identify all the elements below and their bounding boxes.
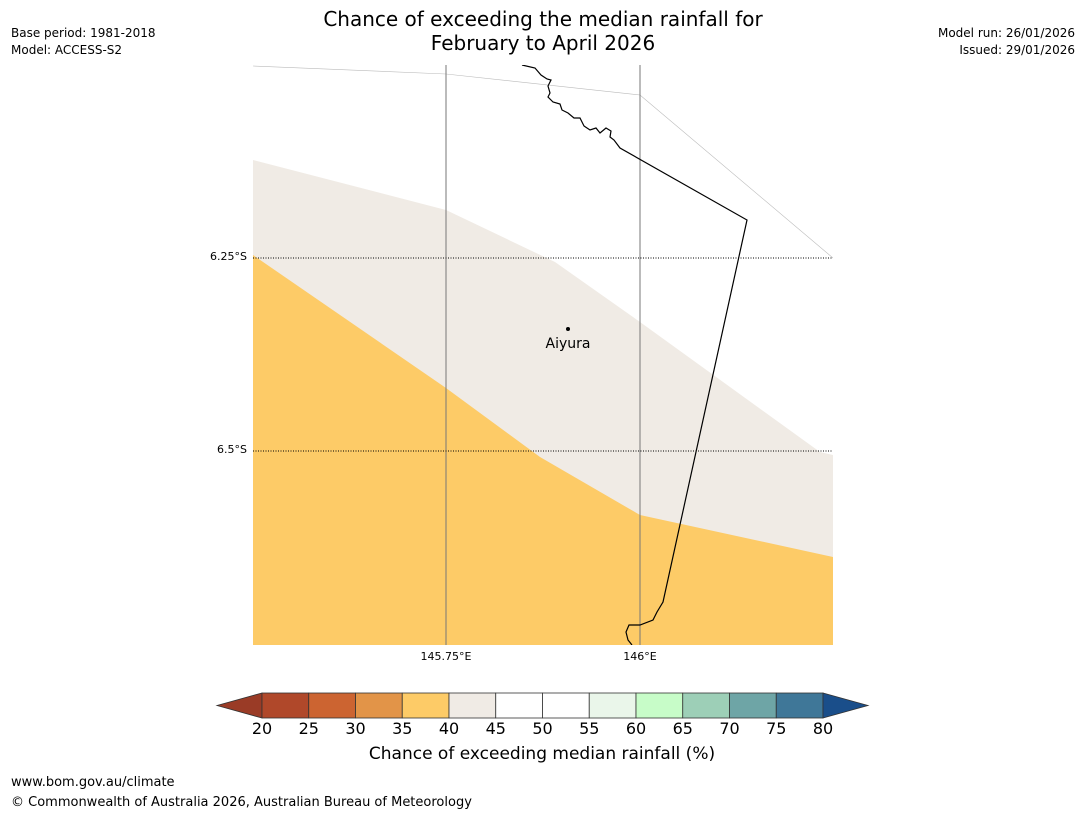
colorbar-boxes — [261, 692, 824, 719]
place-label-aiyura: Aiyura — [545, 336, 591, 352]
grid-outline-top — [253, 65, 833, 259]
lat-label-6-25: 6.25°S — [210, 250, 247, 263]
colorbar-box-50-55 — [542, 692, 590, 719]
lat-label-6-5: 6.5°S — [217, 443, 247, 456]
colorbar-tick-20: 20 — [251, 719, 273, 738]
region-35-40 — [253, 255, 833, 645]
footer-url[interactable]: www.bom.gov.au/climate — [11, 775, 175, 790]
footer-copyright: © Commonwealth of Australia 2026, Austra… — [11, 795, 472, 810]
meta-left: Base period: 1981-2018 Model: ACCESS-S2 — [11, 25, 156, 59]
colorbar-box-45-50 — [495, 692, 543, 719]
colorbar-ticks: 20 25 30 35 40 45 50 55 60 65 70 75 80 — [0, 719, 1085, 739]
colorbar-box-30-35 — [355, 692, 403, 719]
colorbar-box-55-60 — [588, 692, 637, 719]
colorbar-box-75-80 — [775, 692, 824, 719]
map-area — [253, 65, 833, 645]
issued-text: Issued: 29/01/2026 — [959, 43, 1075, 57]
colorbar-tick-80: 80 — [812, 719, 834, 738]
colorbar-tick-45: 45 — [485, 719, 506, 738]
colorbar-tick-35: 35 — [392, 719, 413, 738]
colorbar-under-arrow — [215, 692, 263, 719]
colorbar-tick-60: 60 — [625, 719, 647, 738]
colorbar-box-60-65 — [635, 692, 684, 719]
title-line-2: February to April 2026 — [430, 31, 656, 55]
lon-label-145-75: 145.75°E — [420, 650, 472, 663]
model-text: Model: ACCESS-S2 — [11, 43, 123, 57]
colorbar-box-35-40 — [401, 692, 450, 719]
colorbar-over-arrow — [822, 692, 870, 719]
model-run-text: Model run: 26/01/2026 — [937, 26, 1075, 40]
colorbar-tick-40: 40 — [438, 719, 460, 738]
chart-title: Chance of exceeding the median rainfall … — [243, 7, 843, 55]
colorbar-tick-70: 70 — [719, 719, 740, 738]
colorbar-box-70-75 — [729, 692, 777, 719]
colorbar-tick-65: 65 — [672, 719, 693, 738]
colorbar-tick-75: 75 — [766, 719, 787, 738]
coastline-border — [521, 65, 748, 645]
meta-right: Model run: 26/01/2026 Issued: 29/01/2026 — [938, 25, 1075, 59]
colorbar — [215, 692, 870, 719]
colorbar-tick-25: 25 — [298, 719, 319, 738]
colorbar-box-25-30 — [308, 692, 356, 719]
aiyura-marker — [566, 327, 570, 331]
colorbar-box-65-70 — [682, 692, 730, 719]
colorbar-tick-55: 55 — [579, 719, 600, 738]
colorbar-box-40-45 — [448, 692, 497, 719]
colorbar-tick-50: 50 — [532, 719, 553, 738]
title-line-1: Chance of exceeding the median rainfall … — [323, 7, 763, 31]
lon-label-146: 146°E — [623, 650, 657, 663]
colorbar-box-20-25 — [261, 692, 310, 719]
colorbar-tick-30: 30 — [345, 719, 366, 738]
base-period-text: Base period: 1981-2018 — [11, 26, 156, 40]
colorbar-label: Chance of exceeding median rainfall (%) — [368, 744, 716, 764]
